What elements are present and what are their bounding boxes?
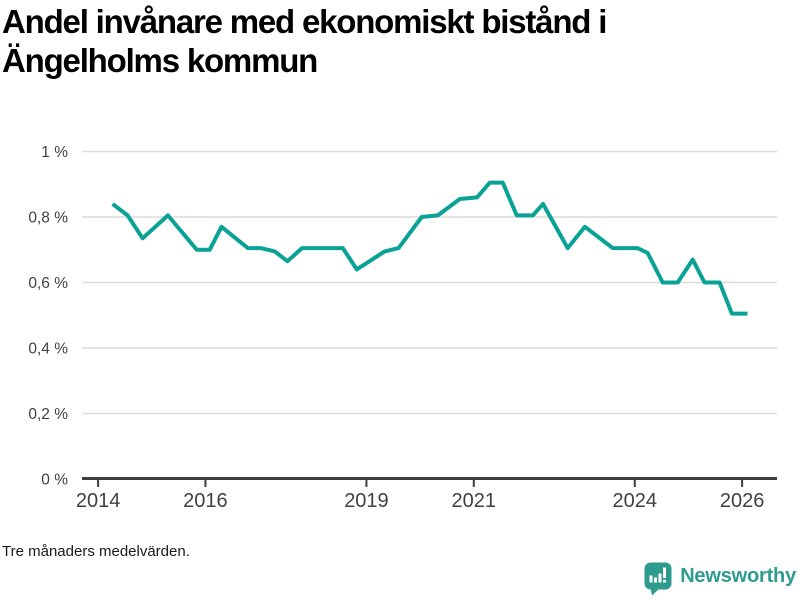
y-axis-tick-label: 0 % [41, 472, 68, 489]
x-axis-tick-label: 2024 [613, 490, 658, 512]
newsworthy-branding[interactable]: Newsworthy [644, 562, 796, 596]
newsworthy-logo-text: Newsworthy [680, 565, 796, 587]
x-axis-tick-label: 2021 [452, 490, 497, 512]
y-axis-tick-label: 0,2 % [28, 406, 68, 423]
series-line [111, 180, 748, 316]
chart-title: Andel invånare med ekonomiskt bistånd i … [2, 3, 607, 79]
y-axis-tick-label: 0,4 % [28, 341, 68, 358]
chart-footnote: Tre månaders medelvärden. [2, 543, 190, 560]
x-axis-tick-label: 2026 [720, 490, 765, 512]
x-axis-tick-label: 2016 [183, 490, 228, 512]
y-axis-tick-label: 0,6 % [28, 275, 68, 292]
y-axis-tick-label: 1 % [41, 144, 68, 161]
x-axis-tick-label: 2014 [76, 490, 121, 512]
bar-chart-speech-bubble-icon [644, 562, 672, 596]
x-axis-tick-label: 2019 [344, 490, 389, 512]
y-axis-tick-label: 0,8 % [28, 210, 68, 227]
